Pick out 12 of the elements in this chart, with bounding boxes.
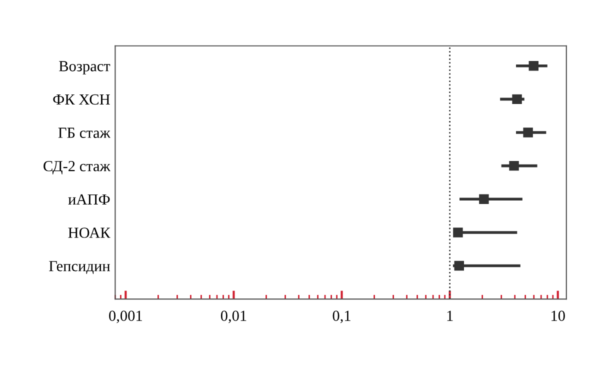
x-tick-label: 0,01 [220, 310, 246, 324]
y-tick-label: НОАК [68, 228, 110, 238]
y-tick-label: ГБ стаж [58, 128, 110, 138]
y-tick-label: СД-2 стаж [44, 161, 110, 174]
y-tick-label: иАПФ [68, 194, 110, 204]
x-tick-label: 0,1 [332, 310, 350, 324]
x-tick-label: 10 [552, 310, 565, 321]
x-tick-label: 1 [447, 310, 453, 321]
y-tick-label: Возраст [59, 61, 110, 74]
y-tick-label: Гепсидин [49, 261, 110, 274]
y-tick-label: ФК ХСН [53, 94, 110, 105]
x-tick-label: 0,001 [109, 310, 142, 324]
